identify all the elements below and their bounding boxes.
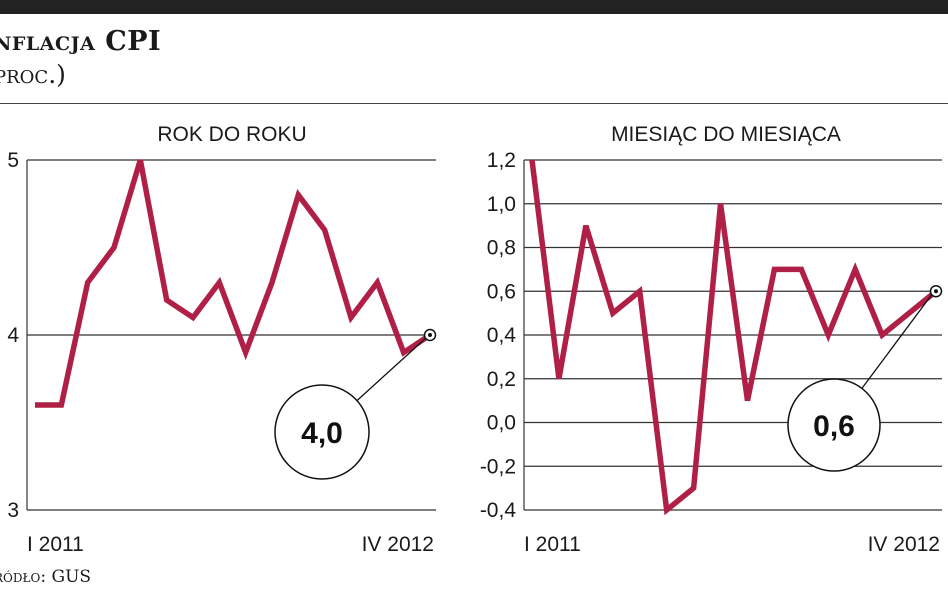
y-tick-label: 0,2: [487, 368, 516, 391]
series-line: [529, 159, 938, 516]
callout-leader: [861, 293, 933, 389]
cpi-charts: ROK DO ROKU 5 4 3 I 2011 IV 2012 4,0 MIESIĄC DO…: [7, 123, 943, 556]
y-tick-label: 5: [7, 149, 19, 172]
callout-value: 4,0: [301, 417, 343, 450]
y-tick-label: 4: [7, 324, 19, 347]
series-line: [35, 159, 432, 408]
y-tick-label: 0,0: [487, 412, 516, 435]
y-tick-label: 1,0: [487, 193, 516, 216]
header-divider: [0, 103, 948, 104]
end-marker-dot: [428, 333, 432, 337]
y-tick-label: -0,4: [480, 499, 517, 522]
callout-value: 0,6: [813, 410, 855, 443]
y-tick-label: 0,6: [487, 280, 516, 303]
y-tick-label: 0,4: [487, 324, 517, 347]
x-tick-label: IV 2012: [868, 533, 940, 556]
callout-circle: [787, 378, 881, 472]
chart-title-1: ROK DO ROKU: [157, 123, 306, 146]
end-marker-dot: [934, 289, 938, 294]
top-bar: [0, 0, 948, 14]
y-tick-label: -0,2: [480, 455, 516, 478]
x-tick-label: I 2011: [524, 533, 581, 556]
y-tick-label: 1,2: [487, 149, 516, 172]
callout-leader: [356, 337, 427, 402]
x-tick-label: IV 2012: [362, 533, 434, 556]
page-subtitle: proc.): [0, 60, 66, 89]
y-tick-label: 0,8: [487, 237, 516, 260]
y-tick-label: 3: [7, 499, 19, 522]
callout-circle: [274, 384, 370, 480]
x-tick-label: I 2011: [27, 533, 84, 556]
chart-title-2: MIESIĄC DO MIESIĄCA: [611, 123, 841, 146]
source-note: ródło: GUS: [0, 567, 92, 587]
page-title: nflacja CPI: [0, 26, 162, 57]
